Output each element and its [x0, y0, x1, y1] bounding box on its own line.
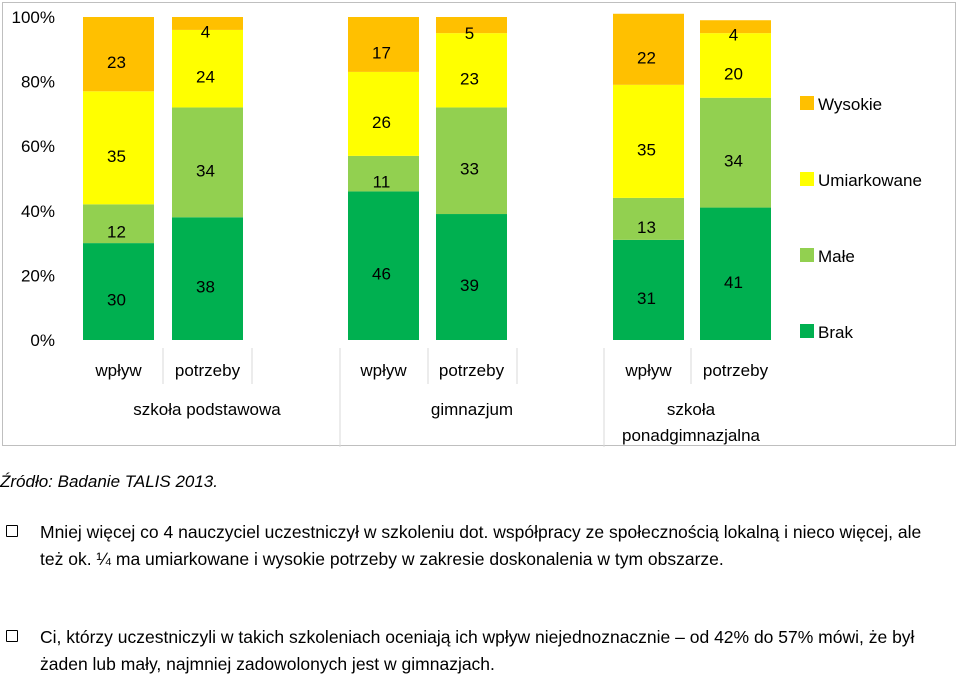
legend-label: Małe	[818, 247, 855, 266]
bar-segment	[83, 17, 154, 92]
bar-segment	[613, 13, 684, 85]
bar-segment	[700, 97, 771, 208]
bar-segment	[700, 33, 771, 98]
x-tick-label: wpływ	[94, 361, 142, 380]
bar-segment	[172, 29, 243, 108]
bar-segment	[436, 17, 507, 34]
legend-label: Umiarkowane	[818, 171, 922, 190]
data-label: 34	[196, 161, 215, 180]
data-label: 12	[107, 223, 126, 242]
checkbox-bullet-icon	[6, 525, 18, 537]
y-tick-label: 100%	[12, 8, 55, 27]
y-tick-label: 20%	[21, 266, 55, 285]
stacked-bar-chart: 0% 20% 40% 60% 80% 100% 30 12 35 23 38 34 24 4 46 11 26 1…	[12, 8, 922, 447]
checkbox-bullet-icon	[6, 630, 18, 642]
bar-segment	[83, 91, 154, 205]
x-tick-label: potrzeby	[439, 361, 505, 380]
bullet-item: Mniej więcej co 4 nauczyciel uczestniczy…	[6, 519, 940, 573]
bar-segment	[172, 217, 243, 340]
x-tick-label: wpływ	[624, 361, 672, 380]
bar-segment	[348, 71, 419, 156]
data-label: 33	[460, 160, 479, 179]
data-label: 39	[460, 276, 479, 295]
x-tick-label: wpływ	[359, 361, 407, 380]
x-tick-label: potrzeby	[175, 361, 241, 380]
bar-segment	[348, 155, 419, 192]
bar-segment	[348, 191, 419, 340]
chart-area: 0% 20% 40% 60% 80% 100% 30 12 35 23 38 34 24 4 46 11 26 1…	[2, 2, 956, 447]
source-note: Źródło: Badanie TALIS 2013.	[0, 472, 218, 491]
bar-segment	[172, 107, 243, 218]
data-label: 5	[465, 24, 474, 43]
data-label: 23	[460, 69, 479, 88]
bar-segment	[613, 84, 684, 198]
bullet-text: Mniej więcej co 4 nauczyciel uczestniczy…	[40, 522, 922, 569]
legend-swatch	[800, 248, 814, 262]
y-tick-label: 40%	[21, 202, 55, 221]
bar-segment	[83, 243, 154, 340]
data-label: 46	[372, 265, 391, 284]
y-tick-label: 0%	[30, 331, 55, 350]
legend-swatch	[800, 324, 814, 338]
y-tick-label: 80%	[21, 73, 55, 92]
data-label: 4	[201, 22, 210, 41]
data-label: 26	[372, 113, 391, 132]
group-label: gimnazjum	[431, 400, 513, 419]
data-label: 38	[196, 278, 215, 297]
bar-segment	[348, 17, 419, 72]
data-label: 30	[107, 291, 126, 310]
bar-segment	[700, 207, 771, 340]
bullet-item: Ci, którzy uczestniczyli w takich szkole…	[6, 624, 940, 678]
data-label: 34	[724, 152, 743, 171]
legend-swatch	[800, 172, 814, 186]
bar-segment	[436, 214, 507, 340]
group-label: szkoła podstawowa	[133, 400, 281, 419]
group-label: szkoła	[667, 400, 716, 419]
legend-label: Brak	[818, 323, 853, 342]
bar-segment	[83, 204, 154, 244]
data-label: 23	[107, 53, 126, 72]
bar-segment	[436, 107, 507, 215]
data-label: 24	[196, 68, 215, 87]
legend-label: Wysokie	[818, 95, 882, 114]
data-label: 11	[373, 173, 391, 192]
data-label: 13	[637, 218, 656, 237]
bar-segment	[700, 20, 771, 34]
bar-segment	[172, 17, 243, 30]
group-label: ponadgimnazjalna	[622, 426, 761, 445]
data-label: 35	[637, 140, 656, 159]
data-label: 31	[637, 289, 656, 308]
x-tick-label: potrzeby	[703, 361, 769, 380]
data-label: 20	[724, 64, 743, 83]
bar-segment	[613, 197, 684, 240]
data-label: 4	[729, 26, 738, 45]
data-label: 22	[637, 48, 656, 67]
data-label: 35	[107, 147, 126, 166]
data-label: 41	[724, 273, 743, 292]
bar-segment	[436, 33, 507, 108]
y-tick-label: 60%	[21, 137, 55, 156]
legend-swatch	[800, 96, 814, 110]
data-label: 17	[372, 43, 391, 62]
bar-segment	[613, 239, 684, 340]
bullet-text: Ci, którzy uczestniczyli w takich szkole…	[40, 627, 915, 674]
